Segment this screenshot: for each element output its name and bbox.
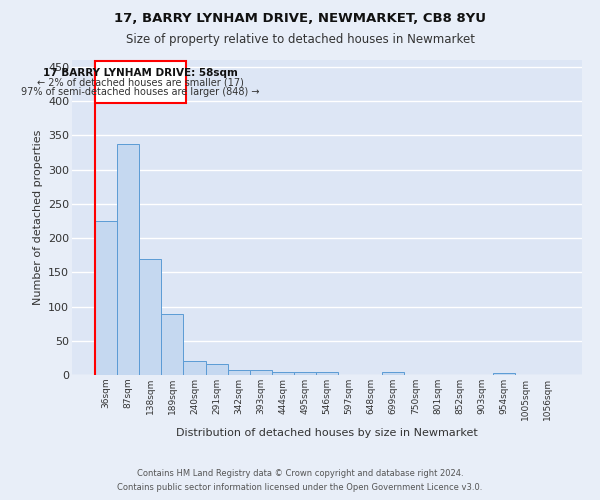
Bar (139, 258, 161, 375)
X-axis label: Distribution of detached houses by size in Newmarket: Distribution of detached houses by size … (176, 428, 478, 438)
Bar (184, 360, 206, 375)
Text: ← 2% of detached houses are smaller (17): ← 2% of detached houses are smaller (17) (37, 78, 244, 88)
Bar (272, 372, 294, 375)
Bar (316, 372, 338, 375)
Bar (382, 372, 404, 375)
Bar (95, 62, 186, 103)
Text: 17 BARRY LYNHAM DRIVE: 58sqm: 17 BARRY LYNHAM DRIVE: 58sqm (43, 68, 238, 78)
Bar (117, 144, 139, 375)
Text: 17, BARRY LYNHAM DRIVE, NEWMARKET, CB8 8YU: 17, BARRY LYNHAM DRIVE, NEWMARKET, CB8 8… (114, 12, 486, 26)
Bar (227, 370, 250, 375)
Y-axis label: Number of detached properties: Number of detached properties (32, 130, 43, 305)
Text: 97% of semi-detached houses are larger (848) →: 97% of semi-detached houses are larger (… (21, 88, 260, 98)
Bar (206, 364, 227, 375)
Bar (294, 372, 316, 375)
Bar (161, 314, 184, 375)
Bar (493, 373, 515, 375)
Text: Size of property relative to detached houses in Newmarket: Size of property relative to detached ho… (125, 32, 475, 46)
Text: Contains public sector information licensed under the Open Government Licence v3: Contains public sector information licen… (118, 484, 482, 492)
Text: Contains HM Land Registry data © Crown copyright and database right 2024.: Contains HM Land Registry data © Crown c… (137, 468, 463, 477)
Bar (95, 221, 117, 375)
Bar (250, 370, 272, 375)
